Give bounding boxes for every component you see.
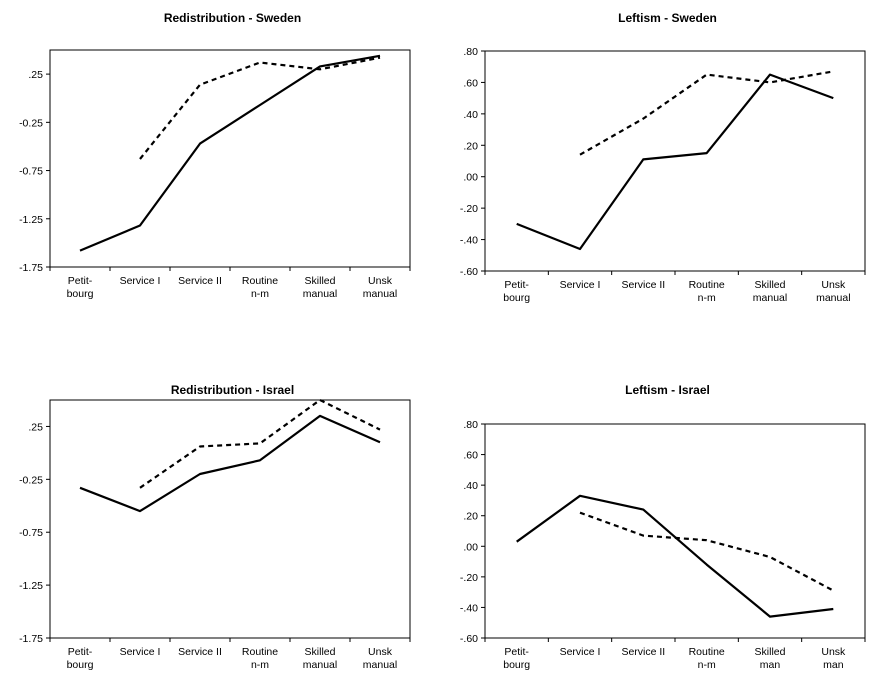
y-tick-label: .60 <box>463 77 478 89</box>
chart-panel-leftism-sweden: Leftism - Sweden -.60 -.40 -.20 .00 .20 .40 .6… <box>435 0 870 340</box>
plot-frame <box>49 49 411 268</box>
chart-title: Redistribution - Israel <box>170 383 295 397</box>
x-tick-label: Unsk <box>821 646 846 658</box>
x-tick-label: Unsk <box>368 646 393 658</box>
x-tick-label: Service I <box>560 646 601 658</box>
x-tick-label: bourg <box>503 292 530 304</box>
chart-title: Redistribution - Sweden <box>163 11 302 25</box>
y-tick-label: -.60 <box>460 266 478 278</box>
x-tick-label: Skilled <box>755 279 786 291</box>
y-tick-label: .40 <box>463 480 478 492</box>
y-tick-label: -0.75 <box>19 527 43 539</box>
chart-plot: -.60 -.40 -.20 .00 .20 .40 .60 .80 Petit-bourg Se… <box>460 46 866 304</box>
y-tick-label: -0.25 <box>19 474 43 486</box>
chart-plot: -1.75 -1.25 -0.75 -0.25 .25 Petit-bourg Servic… <box>19 49 411 300</box>
chart-plot: -.60 -.40 -.20 .00 .20 .40 .60 .80 Petit-bourg Se… <box>460 419 866 671</box>
series-line-dashed <box>579 511 834 592</box>
x-tick-label: manual <box>303 659 337 671</box>
x-tick-label: Unsk <box>368 275 393 287</box>
y-tick-label: .80 <box>463 46 478 58</box>
y-tick-label: -1.25 <box>19 214 43 226</box>
x-tick-label: manual <box>363 288 397 300</box>
plot-frame <box>484 423 866 639</box>
x-tick-label: Petit- <box>68 275 93 287</box>
x-tick-label: Petit- <box>504 646 529 658</box>
x-tick-label: Service I <box>560 279 601 291</box>
x-tick-label: bourg <box>67 659 94 671</box>
series-line-solid <box>516 494 834 618</box>
series-line-dashed <box>139 56 381 160</box>
x-tick-label: Service I <box>120 646 161 658</box>
x-tick-label: Service II <box>621 646 665 658</box>
series-line-solid <box>79 414 381 513</box>
series-line-solid <box>516 73 834 251</box>
chart-panel-redistribution-sweden: Redistribution - Sweden -1.75 -1.25 -0.75-… <box>0 0 435 340</box>
y-tick-label: .25 <box>28 421 43 433</box>
x-tick-label: manual <box>753 292 787 304</box>
y-tick-label: .00 <box>463 541 478 553</box>
x-tick-label: Routine <box>242 275 278 287</box>
x-tick-label: Skilled <box>305 275 336 287</box>
y-tick-label: -1.75 <box>19 633 43 645</box>
y-tick-label: .25 <box>28 69 43 81</box>
y-tick-label: -1.25 <box>19 580 43 592</box>
y-tick-label: .80 <box>463 419 478 431</box>
chart-panel-redistribution-israel: Redistribution - Israel -1.75 -1.25 -0.75-… <box>0 340 435 680</box>
x-tick-label: bourg <box>67 288 94 300</box>
x-tick-label: Routine <box>689 646 725 658</box>
y-tick-label: -.20 <box>460 203 478 215</box>
y-tick-label: -.20 <box>460 572 478 584</box>
chart-plot: -1.75 -1.25 -0.75 -0.25 .25 Petit-bourg Servic… <box>19 398 411 671</box>
x-tick-label: n-m <box>698 292 716 304</box>
x-tick-label: Skilled <box>305 646 336 658</box>
x-tick-label: Routine <box>689 279 725 291</box>
x-tick-label: manual <box>816 292 850 304</box>
x-tick-label: n-m <box>251 659 269 671</box>
x-tick-label: Petit- <box>504 279 529 291</box>
x-tick-label: man <box>823 659 844 671</box>
y-tick-label: -.40 <box>460 235 478 247</box>
y-tick-label: .40 <box>463 109 478 121</box>
y-tick-label: -.60 <box>460 633 478 645</box>
x-tick-label: Skilled <box>755 646 786 658</box>
y-tick-label: -0.75 <box>19 166 43 178</box>
x-tick-label: Service II <box>178 275 222 287</box>
x-tick-label: manual <box>363 659 397 671</box>
y-tick-label: .20 <box>463 511 478 523</box>
x-tick-label: Unsk <box>821 279 846 291</box>
series-line-dashed <box>579 70 834 156</box>
chart-panel-leftism-israel: Leftism - Israel -.60 -.40 -.20 .00 .20 .40 .6… <box>435 340 870 680</box>
chart-title: Leftism - Sweden <box>618 11 717 25</box>
x-tick-label: n-m <box>698 659 716 671</box>
plot-frame <box>484 50 866 272</box>
x-tick-label: Service II <box>621 279 665 291</box>
x-tick-label: bourg <box>503 659 530 671</box>
x-tick-label: man <box>760 659 781 671</box>
series-line-dashed <box>139 398 381 489</box>
x-tick-label: Petit- <box>68 646 93 658</box>
x-tick-label: Routine <box>242 646 278 658</box>
y-tick-label: .00 <box>463 172 478 184</box>
x-tick-label: n-m <box>251 288 269 300</box>
chart-title: Leftism - Israel <box>625 383 710 397</box>
y-tick-label: -0.25 <box>19 117 43 129</box>
x-tick-label: manual <box>303 288 337 300</box>
x-tick-label: Service I <box>120 275 161 287</box>
x-tick-label: Service II <box>178 646 222 658</box>
series-line-solid <box>79 54 381 252</box>
y-tick-label: -1.75 <box>19 262 43 274</box>
y-tick-label: -.40 <box>460 602 478 614</box>
y-tick-label: .20 <box>463 140 478 152</box>
plot-frame <box>49 399 411 639</box>
y-tick-label: .60 <box>463 450 478 462</box>
